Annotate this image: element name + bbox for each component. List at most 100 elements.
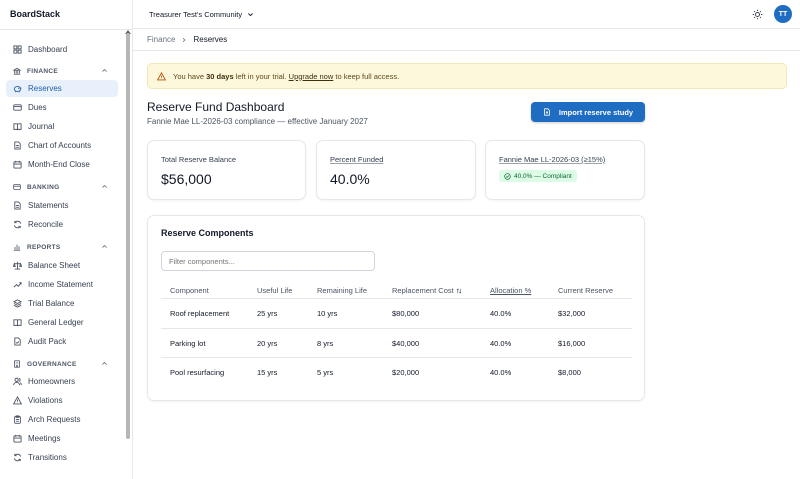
refresh-icon bbox=[13, 220, 22, 229]
sidebar-item-dashboard[interactable]: Dashboard bbox=[6, 41, 118, 58]
sidebar-scrollbar[interactable] bbox=[126, 33, 130, 439]
section-finance[interactable]: FINANCE bbox=[6, 65, 114, 77]
chevron-up-icon bbox=[102, 361, 107, 365]
column-header-sortable[interactable]: Replacement Cost bbox=[392, 286, 462, 295]
section-banking[interactable]: BANKING bbox=[6, 181, 114, 193]
panel-title: Reserve Components bbox=[161, 228, 254, 238]
book-icon bbox=[13, 122, 22, 131]
community-name: Treasurer Test's Community bbox=[149, 10, 243, 19]
file-upload-icon bbox=[544, 108, 550, 116]
sidebar-item-month-end-close[interactable]: Month-End Close bbox=[6, 156, 118, 173]
total-reserve-card: Total Reserve Balance $56,000 bbox=[147, 140, 306, 200]
chevron-down-icon bbox=[248, 13, 254, 17]
chevron-up-icon bbox=[102, 244, 107, 248]
sidebar-item-label: Transitions bbox=[28, 453, 67, 462]
sidebar-item-statements[interactable]: Statements bbox=[6, 197, 118, 214]
compliance-badge: 40.0% — Compliant bbox=[499, 170, 577, 182]
cell-useful-life: 25 yrs bbox=[257, 309, 278, 318]
layers-icon bbox=[13, 299, 22, 308]
sidebar-item-label: Chart of Accounts bbox=[28, 141, 92, 150]
cell-replacement-cost: $80,000 bbox=[392, 309, 420, 318]
sidebar-item-trial-balance[interactable]: Trial Balance bbox=[6, 295, 118, 312]
section-title: GOVERNANCE bbox=[27, 360, 77, 368]
column-header: Current Reserve bbox=[558, 286, 614, 295]
sidebar-item-label: Journal bbox=[28, 122, 55, 131]
calendar-icon bbox=[13, 434, 22, 443]
scale-icon bbox=[13, 261, 22, 270]
sidebar-item-reserves[interactable]: Reserves bbox=[6, 80, 118, 97]
reserve-components-panel: Reserve Components Component Useful Life… bbox=[147, 215, 645, 401]
badge-text: 40.0% — Compliant bbox=[514, 172, 572, 180]
column-header: Useful Life bbox=[257, 286, 293, 295]
document-icon bbox=[13, 201, 22, 210]
upgrade-link[interactable]: Upgrade now bbox=[288, 71, 334, 81]
sidebar-item-homeowners[interactable]: Homeowners bbox=[6, 373, 118, 390]
sidebar: BoardStack Dashboard FINANCE Reserves Du… bbox=[0, 0, 133, 479]
section-governance[interactable]: GOVERNANCE bbox=[6, 358, 114, 370]
breadcrumb-parent[interactable]: Finance bbox=[147, 35, 176, 44]
users-icon bbox=[13, 377, 22, 386]
bank-icon bbox=[13, 67, 21, 75]
divider bbox=[161, 328, 632, 329]
card-value: 40.0% bbox=[330, 171, 370, 187]
trial-banner: You have 30 days left in your trial. Upg… bbox=[147, 63, 787, 89]
breadcrumb-current: Reserves bbox=[193, 35, 228, 44]
cell-component: Parking lot bbox=[170, 339, 206, 348]
scrollbar-up-arrow[interactable] bbox=[125, 30, 131, 34]
cell-remaining-life: 5 yrs bbox=[317, 368, 334, 377]
import-reserve-study-button[interactable]: Import reserve study bbox=[531, 102, 645, 122]
sidebar-item-label: General Ledger bbox=[28, 318, 84, 327]
card-value: $56,000 bbox=[161, 171, 212, 187]
clipboard-icon bbox=[13, 415, 22, 424]
section-title: FINANCE bbox=[27, 67, 58, 75]
card-label[interactable]: Fannie Mae LL-2026-03 (≥15%) bbox=[499, 155, 606, 164]
sidebar-item-arch-requests[interactable]: Arch Requests bbox=[6, 411, 118, 428]
piggy-bank-icon bbox=[13, 84, 22, 93]
card-label: Total Reserve Balance bbox=[161, 155, 237, 164]
sidebar-item-general-ledger[interactable]: General Ledger bbox=[6, 314, 118, 331]
sidebar-item-audit-pack[interactable]: Audit Pack bbox=[6, 333, 118, 350]
divider bbox=[0, 29, 133, 30]
alert-triangle-icon bbox=[13, 396, 22, 405]
sidebar-item-label: Balance Sheet bbox=[28, 261, 81, 270]
sidebar-item-meetings[interactable]: Meetings bbox=[6, 430, 118, 447]
sidebar-item-dues[interactable]: Dues bbox=[6, 99, 118, 116]
app-logo[interactable]: BoardStack bbox=[10, 9, 61, 19]
sidebar-item-balance-sheet[interactable]: Balance Sheet bbox=[6, 257, 118, 274]
filter-components-input[interactable] bbox=[161, 251, 375, 271]
calendar-icon bbox=[13, 160, 22, 169]
divider bbox=[161, 357, 632, 358]
sidebar-item-label: Violations bbox=[28, 396, 63, 405]
sidebar-item-income-statement[interactable]: Income Statement bbox=[6, 276, 118, 293]
community-switcher[interactable]: Treasurer Test's Community bbox=[149, 10, 254, 19]
cell-useful-life: 20 yrs bbox=[257, 339, 278, 348]
sidebar-item-label: Reserves bbox=[28, 84, 62, 93]
sidebar-item-chart-of-accounts[interactable]: Chart of Accounts bbox=[6, 137, 118, 154]
card-label[interactable]: Percent Funded bbox=[330, 155, 384, 164]
check-circle-icon bbox=[504, 172, 511, 180]
page-title: Reserve Fund Dashboard bbox=[147, 100, 285, 114]
divider bbox=[161, 298, 632, 299]
section-reports[interactable]: REPORTS bbox=[6, 241, 114, 253]
page-subtitle: Fannie Mae LL-2026-03 compliance — effec… bbox=[147, 117, 368, 126]
sidebar-item-label: Trial Balance bbox=[28, 299, 75, 308]
trial-text-middle: left in your trial. bbox=[233, 71, 289, 81]
divider bbox=[133, 50, 800, 51]
sidebar-item-label: Dues bbox=[28, 103, 47, 112]
sidebar-item-label: Statements bbox=[28, 201, 69, 210]
column-header[interactable]: Allocation % bbox=[490, 286, 532, 295]
file-check-icon bbox=[13, 337, 22, 346]
chevron-up-icon bbox=[102, 184, 107, 188]
cell-current-reserve: $32,000 bbox=[558, 309, 586, 318]
sidebar-item-reconcile[interactable]: Reconcile bbox=[6, 216, 118, 233]
cell-replacement-cost: $40,000 bbox=[392, 339, 420, 348]
section-title: BANKING bbox=[27, 183, 60, 191]
bar-chart-icon bbox=[13, 243, 21, 251]
column-header: Remaining Life bbox=[317, 286, 368, 295]
sidebar-item-journal[interactable]: Journal bbox=[6, 118, 118, 135]
sidebar-item-violations[interactable]: Violations bbox=[6, 392, 118, 409]
cell-remaining-life: 8 yrs bbox=[317, 339, 334, 348]
avatar[interactable]: TT bbox=[774, 5, 792, 23]
sidebar-item-transitions[interactable]: Transitions bbox=[6, 449, 118, 466]
sun-icon[interactable] bbox=[752, 9, 763, 20]
